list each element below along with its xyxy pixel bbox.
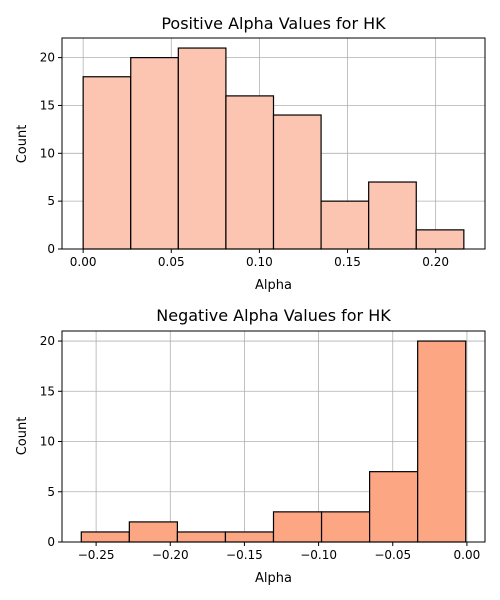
- histogram-bar: [272, 114, 322, 250]
- bars: [80, 340, 467, 543]
- plot-frame: [61, 37, 486, 250]
- histogram-bar: [177, 47, 227, 250]
- chart-title: Negative Alpha Values for HK: [156, 306, 391, 325]
- y-tick-label: 0: [47, 535, 55, 549]
- histogram-bar: [369, 471, 419, 543]
- histogram-bar: [320, 200, 370, 250]
- x-tick-label: −0.10: [300, 548, 337, 562]
- histogram-bar: [130, 57, 179, 250]
- y-tick-label: 20: [40, 334, 55, 348]
- x-axis-label: Alpha: [255, 571, 292, 586]
- y-tick-label: 5: [47, 485, 55, 499]
- y-tick-label: 5: [47, 194, 55, 208]
- x-tick-label: 0.00: [70, 255, 97, 269]
- ticks: −0.25 −0.20 −0.15 −0.10 −0.05 0.00 0 5 10 15 20: [40, 334, 481, 562]
- y-axis-label: Count: [15, 417, 30, 456]
- x-tick-label: 0.20: [422, 255, 449, 269]
- ticks: 0.00 0.05 0.10 0.15 0.20 0 5 10 15 20: [40, 51, 449, 269]
- x-tick-label: 0.00: [454, 548, 481, 562]
- x-tick-label: −0.05: [374, 548, 411, 562]
- y-tick-label: 0: [47, 242, 55, 256]
- y-tick-label: 10: [40, 435, 55, 449]
- histogram-bar: [176, 531, 227, 543]
- y-axis-label: Count: [15, 125, 30, 164]
- y-tick-label: 15: [40, 98, 55, 112]
- x-tick-label: −0.20: [152, 548, 189, 562]
- grid: [62, 331, 485, 543]
- histogram-bar: [128, 521, 178, 543]
- bars: [82, 47, 465, 250]
- x-axis-label: Alpha: [255, 278, 292, 293]
- x-tick-label: 0.10: [246, 255, 273, 269]
- x-tick-label: 0.15: [334, 255, 361, 269]
- x-tick-label: 0.05: [158, 255, 185, 269]
- x-tick-label: −0.15: [226, 548, 263, 562]
- histogram-bar: [82, 76, 132, 250]
- histogram-bar: [320, 511, 371, 543]
- y-tick-label: 15: [40, 384, 55, 398]
- x-tick-label: −0.25: [78, 548, 115, 562]
- y-tick-label: 20: [40, 51, 55, 65]
- histogram-bar: [415, 229, 465, 250]
- y-tick-label: 10: [40, 146, 55, 160]
- histogram-bar: [224, 531, 275, 543]
- histogram-bar: [368, 181, 417, 250]
- histogram-bar: [80, 531, 130, 543]
- negative-alpha-chart: Negative Alpha Values for HK Alpha Count…: [15, 306, 486, 586]
- histogram-bar: [272, 511, 323, 543]
- histogram-bar: [225, 95, 275, 250]
- plot-frame: [61, 330, 486, 543]
- positive-alpha-chart: Positive Alpha Values for HK Alpha Count…: [15, 14, 486, 293]
- chart-title: Positive Alpha Values for HK: [161, 14, 386, 33]
- histogram-bar: [417, 340, 467, 543]
